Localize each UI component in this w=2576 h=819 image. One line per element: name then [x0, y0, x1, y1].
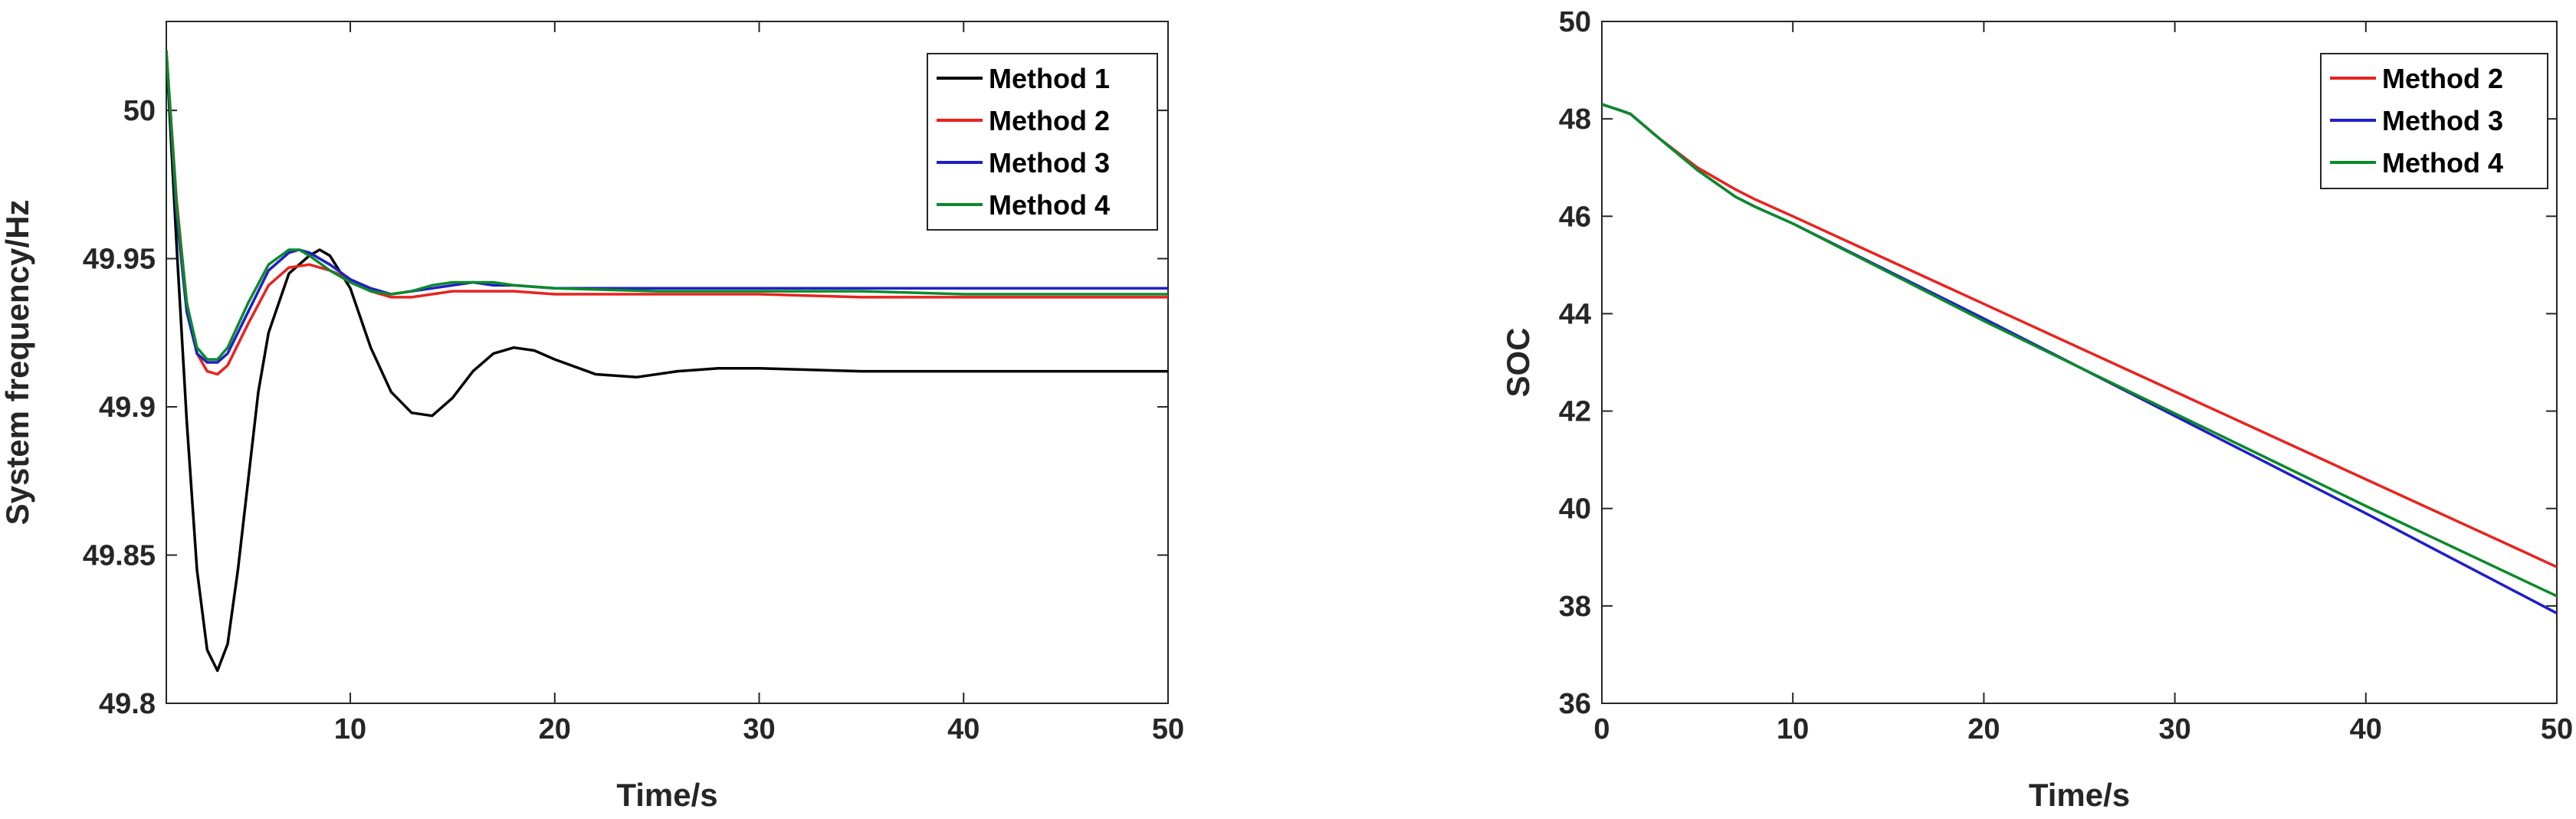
soc-chart: 0 10 20 30 40 50 36 38 40 42 44 46 48 50 Time/s SOC Meth…: [1500, 6, 2573, 813]
x-axis-label: Time/s: [2029, 777, 2130, 813]
series-line-method-1: [166, 49, 1168, 673]
legend-label: Method 3: [2382, 105, 2503, 136]
plot-area-frame: [1601, 21, 2558, 704]
plot-area-frame: [166, 21, 1169, 704]
legend-label: Method 1: [989, 63, 1110, 94]
y-tick-label: 36: [1559, 688, 1591, 720]
legend-label: Method 2: [989, 105, 1110, 136]
legend-label: Method 4: [989, 189, 1110, 221]
legend: Method 2 Method 3 Method 4: [2320, 53, 2548, 189]
y-tick-label: 50: [123, 95, 156, 127]
legend-label: Method 3: [989, 147, 1110, 179]
x-tick-label: 0: [1593, 713, 1610, 745]
y-tick-label: 49.95: [83, 244, 156, 276]
x-tick-label: 50: [2541, 713, 2573, 745]
y-tick-label: 42: [1559, 396, 1591, 428]
x-tick-label: 50: [1152, 713, 1184, 745]
series-line-method-4: [1602, 103, 2557, 598]
legend-box: [927, 53, 1158, 231]
y-tick-label: 50: [1559, 6, 1591, 38]
legend-label: Method 2: [2382, 63, 2503, 94]
x-tick-label: 10: [1777, 713, 1809, 745]
y-tick-label: 38: [1559, 591, 1591, 623]
x-axis-label: Time/s: [616, 777, 717, 813]
y-axis-label: System frequency/Hz: [0, 200, 35, 526]
y-tick-label: 44: [1559, 298, 1591, 330]
series-line-method-4: [166, 49, 1168, 361]
y-tick-label: 49.8: [99, 688, 156, 720]
y-tick-label: 48: [1559, 103, 1591, 136]
series-line-method-3: [166, 49, 1168, 364]
y-axis-label: SOC: [1500, 327, 1536, 397]
legend-label: Method 4: [2382, 147, 2503, 179]
x-tick-label: 40: [947, 713, 980, 745]
x-tick-label: 20: [1967, 713, 2000, 745]
x-tick-label: 30: [2158, 713, 2190, 745]
x-tick-label: 30: [743, 713, 775, 745]
y-tick-label: 49.9: [99, 391, 156, 424]
y-tick-label: 46: [1559, 201, 1591, 233]
x-tick-label: 10: [334, 713, 366, 745]
legend: Method 1 Method 2 Method 3 Method 4: [927, 53, 1158, 231]
x-tick-label: 40: [2350, 713, 2382, 745]
y-tick-label: 49.85: [83, 540, 156, 572]
frequency-chart: 10 20 30 40 50 49.8 49.85 49.9 49.95 50 Time/s Syst…: [0, 21, 1184, 813]
x-tick-label: 20: [539, 713, 571, 745]
y-tick-label: 40: [1559, 493, 1591, 526]
